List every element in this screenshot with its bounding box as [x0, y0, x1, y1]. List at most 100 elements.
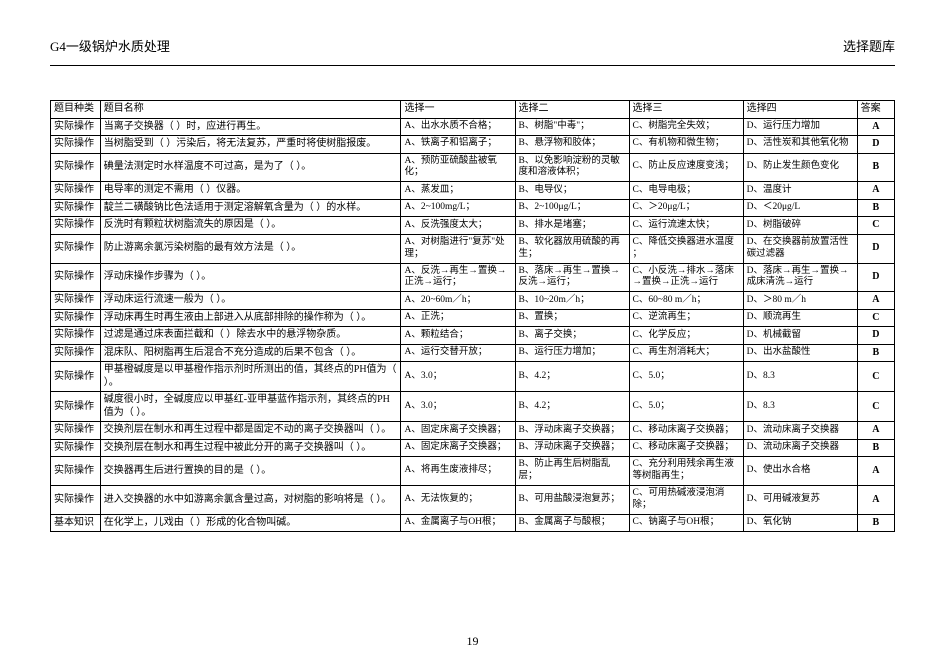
- cell-opt4: D、＜20μg/L: [743, 199, 857, 217]
- cell-opt1: A、无法恢复的；: [401, 486, 515, 515]
- doc-title-right: 选择题库: [843, 36, 895, 55]
- table-row: 实际操作交换剂层在制水和再生过程中都是固定不动的离子交换器叫（ ）。A、固定床离…: [51, 422, 895, 440]
- cell-answer: A: [857, 457, 894, 486]
- cell-opt1: A、铁离子和铝离子；: [401, 136, 515, 154]
- cell-opt4: D、使出水合格: [743, 457, 857, 486]
- table-row: 实际操作交换剂层在制水和再生过程中被此分开的离子交换器叫（ ）。A、固定床离子交…: [51, 439, 895, 457]
- cell-category: 实际操作: [51, 422, 101, 440]
- cell-opt4: D、机械截留: [743, 327, 857, 345]
- cell-name: 浮动床操作步骤为（ ）。: [100, 263, 401, 292]
- cell-category: 实际操作: [51, 153, 101, 182]
- cell-opt2: B、2~100μg/L；: [515, 199, 629, 217]
- cell-opt4: D、氧化钠: [743, 514, 857, 532]
- cell-opt3: C、60~80 m／h；: [629, 292, 743, 310]
- cell-name: 浮动床再生时再生液由上部进入从底部排除的操作称为（ ）。: [100, 309, 401, 327]
- cell-answer: A: [857, 486, 894, 515]
- cell-answer: C: [857, 217, 894, 235]
- cell-name: 交换器再生后进行置换的目的是（ ）。: [100, 457, 401, 486]
- table-row: 实际操作浮动床再生时再生液由上部进入从底部排除的操作称为（ ）。A、正洗；B、置…: [51, 309, 895, 327]
- cell-category: 实际操作: [51, 136, 101, 154]
- cell-answer: B: [857, 439, 894, 457]
- doc-title-left: G4一级锅炉水质处理: [50, 36, 170, 55]
- cell-opt3: C、有机物和微生物；: [629, 136, 743, 154]
- cell-category: 实际操作: [51, 344, 101, 362]
- table-row: 实际操作当离子交换器（ ）时，应进行再生。A、出水水质不合格；B、树脂"中毒"；…: [51, 118, 895, 136]
- cell-answer: B: [857, 514, 894, 532]
- table-row: 实际操作过滤是通过床表面拦截和（ ）除去水中的悬浮物杂质。A、颗粒结合；B、离子…: [51, 327, 895, 345]
- cell-opt3: C、树脂完全失效；: [629, 118, 743, 136]
- cell-name: 电导率的测定不需用（ ）仪器。: [100, 182, 401, 200]
- cell-opt1: A、正洗；: [401, 309, 515, 327]
- cell-opt3: C、降低交换器进水温度 ；: [629, 234, 743, 263]
- cell-opt4: D、流动床离子交换器: [743, 439, 857, 457]
- cell-name: 交换剂层在制水和再生过程中被此分开的离子交换器叫（ ）。: [100, 439, 401, 457]
- cell-opt3: C、可用热碱液浸泡消除；: [629, 486, 743, 515]
- table-row: 基本知识在化学上，儿戏由（ ）形成的化合物叫碱。A、金属离子与OH根；B、金属离…: [51, 514, 895, 532]
- cell-category: 实际操作: [51, 234, 101, 263]
- cell-opt3: C、移动床离子交换器；: [629, 439, 743, 457]
- cell-opt3: C、充分利用残余再生液等树脂再生；: [629, 457, 743, 486]
- cell-opt1: A、对树脂进行"复苏"处理；: [401, 234, 515, 263]
- page-root: G4一级锅炉水质处理 选择题库 题目种类 题目名称 选择一 选择二 选择三 选择…: [0, 0, 945, 669]
- cell-answer: D: [857, 136, 894, 154]
- cell-name: 靛兰二磺酸钠比色法适用于测定溶解氧含量为（ ）的水样。: [100, 199, 401, 217]
- cell-opt2: B、悬浮物和胶体；: [515, 136, 629, 154]
- table-row: 实际操作进入交换器的水中如游离余氯含量过高，对树脂的影响将是（ ）。A、无法恢复…: [51, 486, 895, 515]
- cell-opt3: C、5.0；: [629, 392, 743, 422]
- cell-answer: A: [857, 292, 894, 310]
- cell-name: 碱度很小时，全碱度应以甲基红-亚甲基蓝作指示剂，其终点的PH值为（ ）。: [100, 392, 401, 422]
- cell-name: 甲基橙碱度是以甲基橙作指示剂时所测出的值，其终点的PH值为（ ）。: [100, 362, 401, 392]
- cell-opt1: A、预防亚硫酸盐被氧化；: [401, 153, 515, 182]
- cell-category: 实际操作: [51, 457, 101, 486]
- cell-opt1: A、蒸发皿；: [401, 182, 515, 200]
- cell-opt2: B、落床→再生→置换→反洗→运行；: [515, 263, 629, 292]
- cell-opt2: B、4.2；: [515, 362, 629, 392]
- cell-opt1: A、颗粒结合；: [401, 327, 515, 345]
- cell-category: 实际操作: [51, 327, 101, 345]
- cell-opt3: C、防止反应速度变浅；: [629, 153, 743, 182]
- cell-name: 反洗时有颗粒状树脂流失的原因是（ ）。: [100, 217, 401, 235]
- cell-category: 基本知识: [51, 514, 101, 532]
- cell-answer: A: [857, 118, 894, 136]
- cell-opt4: D、8.3: [743, 362, 857, 392]
- page-number: 19: [0, 634, 945, 649]
- cell-category: 实际操作: [51, 309, 101, 327]
- cell-opt4: D、顺流再生: [743, 309, 857, 327]
- cell-opt4: D、树脂破碎: [743, 217, 857, 235]
- cell-opt1: A、固定床离子交换器；: [401, 439, 515, 457]
- cell-opt2: B、金属离子与酸根；: [515, 514, 629, 532]
- cell-answer: B: [857, 199, 894, 217]
- table-row: 实际操作反洗时有颗粒状树脂流失的原因是（ ）。A、反洗强度太大；B、排水是堵塞；…: [51, 217, 895, 235]
- th-opt1: 选择一: [401, 101, 515, 119]
- cell-opt2: B、置换；: [515, 309, 629, 327]
- cell-opt2: B、排水是堵塞；: [515, 217, 629, 235]
- cell-opt1: A、金属离子与OH根；: [401, 514, 515, 532]
- cell-answer: B: [857, 153, 894, 182]
- cell-category: 实际操作: [51, 199, 101, 217]
- cell-opt3: C、5.0；: [629, 362, 743, 392]
- cell-opt1: A、反洗强度太大；: [401, 217, 515, 235]
- cell-answer: D: [857, 327, 894, 345]
- cell-category: 实际操作: [51, 362, 101, 392]
- header-divider: [50, 65, 895, 66]
- cell-answer: D: [857, 234, 894, 263]
- th-opt3: 选择三: [629, 101, 743, 119]
- cell-opt4: D、在交换器前放置活性碳过滤器: [743, 234, 857, 263]
- th-name: 题目名称: [100, 101, 401, 119]
- cell-opt2: B、浮动床离子交换器；: [515, 422, 629, 440]
- cell-opt4: D、运行压力增加: [743, 118, 857, 136]
- table-row: 实际操作防止游离余氯污染树脂的最有效方法是（ ）。A、对树脂进行"复苏"处理；B…: [51, 234, 895, 263]
- cell-name: 当离子交换器（ ）时，应进行再生。: [100, 118, 401, 136]
- cell-category: 实际操作: [51, 486, 101, 515]
- cell-name: 防止游离余氯污染树脂的最有效方法是（ ）。: [100, 234, 401, 263]
- cell-opt3: C、再生剂消耗大；: [629, 344, 743, 362]
- cell-category: 实际操作: [51, 392, 101, 422]
- cell-opt1: A、2~100mg/L；: [401, 199, 515, 217]
- cell-answer: A: [857, 182, 894, 200]
- cell-opt3: C、化学反应；: [629, 327, 743, 345]
- cell-name: 过滤是通过床表面拦截和（ ）除去水中的悬浮物杂质。: [100, 327, 401, 345]
- cell-opt2: B、以免影响淀粉的灵敏度和溶液体积；: [515, 153, 629, 182]
- cell-name: 在化学上，儿戏由（ ）形成的化合物叫碱。: [100, 514, 401, 532]
- cell-opt3: C、电导电极；: [629, 182, 743, 200]
- cell-opt2: B、防止再生后树脂乱层；: [515, 457, 629, 486]
